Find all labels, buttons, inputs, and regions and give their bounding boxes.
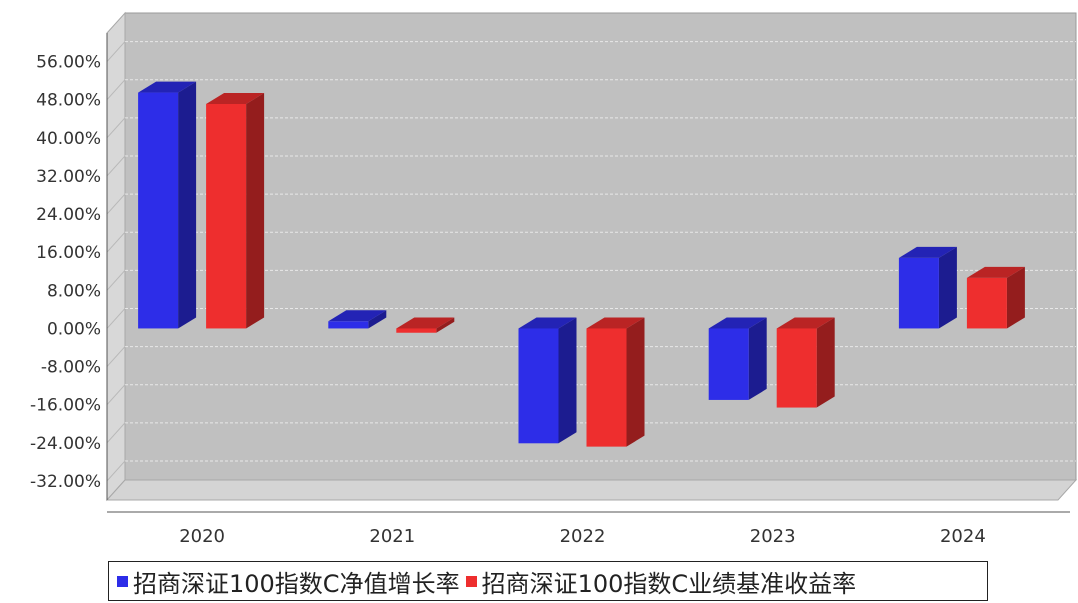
bar-top-face (396, 317, 455, 329)
y-tick-label: -24.00% (30, 434, 101, 454)
y-tick-label: 8.00% (47, 281, 101, 301)
bar-front-face (206, 104, 247, 329)
legend: 招商深证100指数C净值增长率 招商深证100指数C业绩基准收益率 (108, 561, 988, 601)
y-tick-label: 56.00% (36, 53, 101, 73)
chart-canvas: 56.00% 48.00% 40.00% 32.00% 24.00% 16.00% 8.00… (30, 11, 1078, 547)
bar-side-face (368, 310, 387, 329)
bar-top-face (518, 317, 577, 329)
bar-2020-series-2 (206, 93, 265, 329)
gridline-side (106, 422, 126, 444)
bar-front-face (586, 328, 627, 447)
bar-front-face (328, 321, 369, 329)
legend-swatch-series-2 (465, 575, 477, 587)
bar-2022-series-2 (586, 317, 645, 447)
bar-side-face (558, 317, 577, 444)
bar-top-face (586, 317, 645, 329)
bar-front-face (708, 328, 749, 400)
bar-2023-series-1 (708, 317, 767, 400)
gridline-side (106, 79, 126, 101)
y-tick-label: 24.00% (36, 205, 101, 225)
x-tick-label: 2022 (560, 526, 606, 547)
y-tick-label: 40.00% (36, 129, 101, 149)
gridline-side (106, 346, 126, 367)
bar-side-face (1006, 266, 1025, 329)
legend-swatch-series-1 (117, 575, 128, 587)
y-tick-label: 32.00% (36, 167, 101, 187)
bar-side-face (816, 317, 835, 408)
bar-side-face (246, 93, 265, 329)
y-tick-label: 0.00% (47, 319, 101, 339)
bar-2021-series-2 (396, 317, 455, 333)
gridline-side (106, 155, 126, 177)
y-tick-label: 48.00% (36, 91, 101, 111)
gridline-side (106, 193, 126, 215)
bar-front-face (396, 328, 437, 333)
gridline-side (106, 41, 126, 62)
bar-side-face (626, 317, 645, 447)
bar-front-face (518, 328, 559, 444)
x-tick-label: 2020 (179, 526, 225, 547)
gridline-side (106, 460, 126, 482)
legend-label-series-2: 招商深证100指数C业绩基准收益率 (481, 569, 857, 598)
legend-item-series-2: 招商深证100指数C业绩基准收益率 (465, 564, 857, 599)
x-tick-label: 2024 (940, 526, 986, 547)
bar-2024-series-2 (966, 266, 1025, 329)
bar-front-face (898, 257, 939, 329)
bar-top-face (328, 310, 387, 322)
bar-2021-series-1 (328, 310, 387, 329)
bar-top-face (966, 266, 1025, 278)
gridline-side (106, 269, 126, 291)
plot-left-wall (106, 11, 126, 502)
y-tick-label: -16.00% (30, 396, 101, 416)
bar-2022-series-1 (518, 317, 577, 444)
bar-2020-series-1 (138, 81, 197, 329)
y-tick-label: -32.00% (30, 472, 101, 492)
legend-item-series-1: 招商深证100指数C净值增长率 (117, 564, 460, 599)
y-tick-label: -8.00% (41, 358, 101, 378)
bar-top-face (206, 93, 265, 105)
bar-2024-series-1 (898, 246, 957, 329)
gridline-side (106, 384, 126, 406)
bar-top-face (776, 317, 835, 329)
x-tick-label: 2023 (750, 526, 796, 547)
y-tick-label: 16.00% (36, 243, 101, 263)
bar-side-face (436, 317, 455, 333)
bar-top-face (898, 246, 957, 258)
bar-side-face (938, 246, 957, 329)
bar-top-face (138, 81, 197, 93)
bar-2023-series-2 (776, 317, 835, 408)
bar-front-face (966, 277, 1007, 329)
bar-front-face (138, 92, 179, 329)
x-tick-label: 2021 (369, 526, 415, 547)
plot-floor (105, 479, 1078, 501)
gridline-side (106, 117, 126, 139)
legend-label-series-1: 招商深证100指数C净值增长率 (133, 569, 460, 598)
bar-side-face (748, 317, 767, 400)
bar-front-face (776, 328, 817, 408)
gridline-side (106, 308, 126, 329)
gridline-side (106, 231, 126, 253)
bar-side-face (178, 81, 197, 329)
bar-top-face (708, 317, 767, 329)
